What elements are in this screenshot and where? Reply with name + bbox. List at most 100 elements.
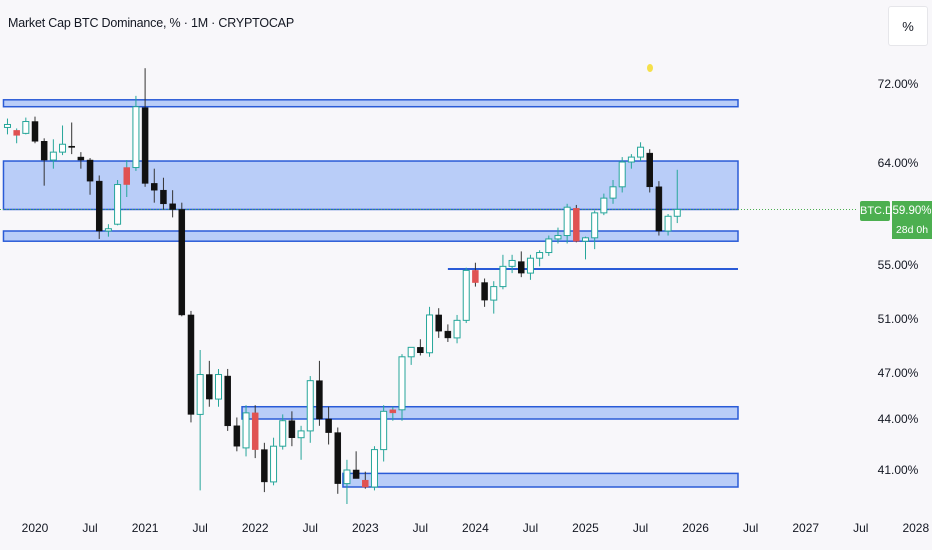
- candle: [334, 427, 342, 494]
- x-tick-label: 2025: [572, 521, 599, 535]
- candle: [325, 406, 332, 445]
- candle-body: [169, 203, 176, 210]
- candle-body: [160, 189, 167, 205]
- candle: [178, 202, 186, 317]
- candle-body: [417, 347, 424, 354]
- candle-body: [215, 374, 222, 400]
- candle: [233, 417, 241, 452]
- candle-body: [22, 121, 30, 134]
- y-tick-label: 44.00%: [878, 412, 919, 426]
- candle-body: [426, 314, 434, 354]
- candle: [151, 168, 158, 203]
- candle: [673, 169, 681, 224]
- candle-body: [297, 430, 305, 439]
- price-axis: 72.00% 64.00% 55.00% 51.00% 47.00% 44.00% 41.0…: [878, 77, 919, 477]
- candle-body: [389, 409, 397, 414]
- x-tick-label: 2027: [792, 521, 819, 535]
- candle: [417, 339, 424, 356]
- x-tick-label: 2024: [462, 521, 489, 535]
- candle-body: [233, 425, 241, 447]
- candle: [288, 411, 296, 447]
- candle: [490, 281, 498, 314]
- y-tick-label: 47.00%: [878, 366, 919, 380]
- candle: [664, 214, 672, 236]
- candle-body: [453, 319, 461, 339]
- candle-body: [609, 186, 617, 199]
- candle: [306, 376, 314, 443]
- scale-mode-button[interactable]: %: [888, 6, 928, 46]
- candle: [104, 224, 112, 237]
- candle: [435, 308, 442, 338]
- candle: [600, 193, 608, 216]
- x-tick-label: 2026: [682, 521, 709, 535]
- symbol-badge[interactable]: BTC.D: [860, 201, 893, 221]
- candle-body: [472, 270, 479, 283]
- candle: [462, 267, 470, 324]
- candle-body: [398, 356, 406, 411]
- candle: [370, 446, 378, 491]
- candle: [609, 180, 617, 204]
- candles-layer: [3, 68, 681, 504]
- candle-body: [380, 410, 388, 451]
- candle-body: [600, 197, 608, 214]
- candle-body: [270, 445, 278, 483]
- candle: [114, 180, 122, 226]
- candle: [95, 175, 103, 239]
- candle-body: [59, 143, 67, 153]
- candle: [132, 95, 140, 171]
- candle: [206, 360, 213, 407]
- candle: [40, 138, 48, 186]
- x-tick-label: Jul: [743, 521, 758, 535]
- candle-body: [673, 208, 681, 217]
- x-tick-label: Jul: [523, 521, 538, 535]
- candle-body: [490, 286, 498, 301]
- candle: [22, 117, 30, 135]
- support-resistance-zone: [2, 99, 739, 108]
- x-tick-label: Jul: [853, 521, 868, 535]
- candle: [380, 405, 388, 462]
- candle-body: [40, 141, 48, 161]
- candle: [251, 405, 259, 459]
- candle-body: [334, 432, 342, 484]
- candle: [160, 177, 167, 210]
- candle: [86, 158, 94, 195]
- candle-body: [435, 314, 442, 332]
- candle: [618, 157, 626, 193]
- candle: [398, 354, 406, 421]
- candle-body: [481, 282, 488, 301]
- candle-body: [582, 237, 589, 242]
- x-tick-label: 2028: [902, 521, 929, 535]
- candle-body: [95, 180, 103, 232]
- candle-body: [526, 257, 534, 274]
- zones-layer: [2, 99, 739, 488]
- x-tick-label: 2023: [352, 521, 379, 535]
- support-resistance-zone: [2, 230, 739, 242]
- chart-title: Market Cap BTC Dominance, % · 1M · CRYPT…: [8, 16, 294, 30]
- candle: [169, 190, 176, 218]
- candle: [472, 262, 479, 287]
- candle: [261, 442, 268, 493]
- candle: [343, 459, 351, 504]
- time-axis: 2020 Jul 2021 Jul 2022 Jul 2023 Jul 2024 Jul 2025 J…: [22, 521, 930, 535]
- candle-body: [362, 479, 369, 488]
- candle: [362, 471, 369, 489]
- candle: [59, 125, 67, 156]
- candle-body: [407, 346, 415, 358]
- candle-body: [563, 206, 571, 237]
- candle: [68, 122, 75, 155]
- bar-countdown-badge: 28d 0h: [892, 221, 932, 239]
- support-resistance-zone: [2, 160, 739, 211]
- y-tick-label: 51.00%: [878, 312, 919, 326]
- y-tick-label: 64.00%: [878, 156, 919, 170]
- candle-body: [655, 186, 663, 232]
- candle-body: [536, 252, 544, 259]
- candle-body: [261, 449, 268, 483]
- candle-body: [187, 314, 195, 415]
- candle: [123, 160, 130, 197]
- candle-body: [31, 121, 39, 142]
- candle: [389, 406, 397, 421]
- candle: [352, 451, 360, 479]
- candle-body: [508, 259, 516, 267]
- candle-body: [3, 123, 11, 128]
